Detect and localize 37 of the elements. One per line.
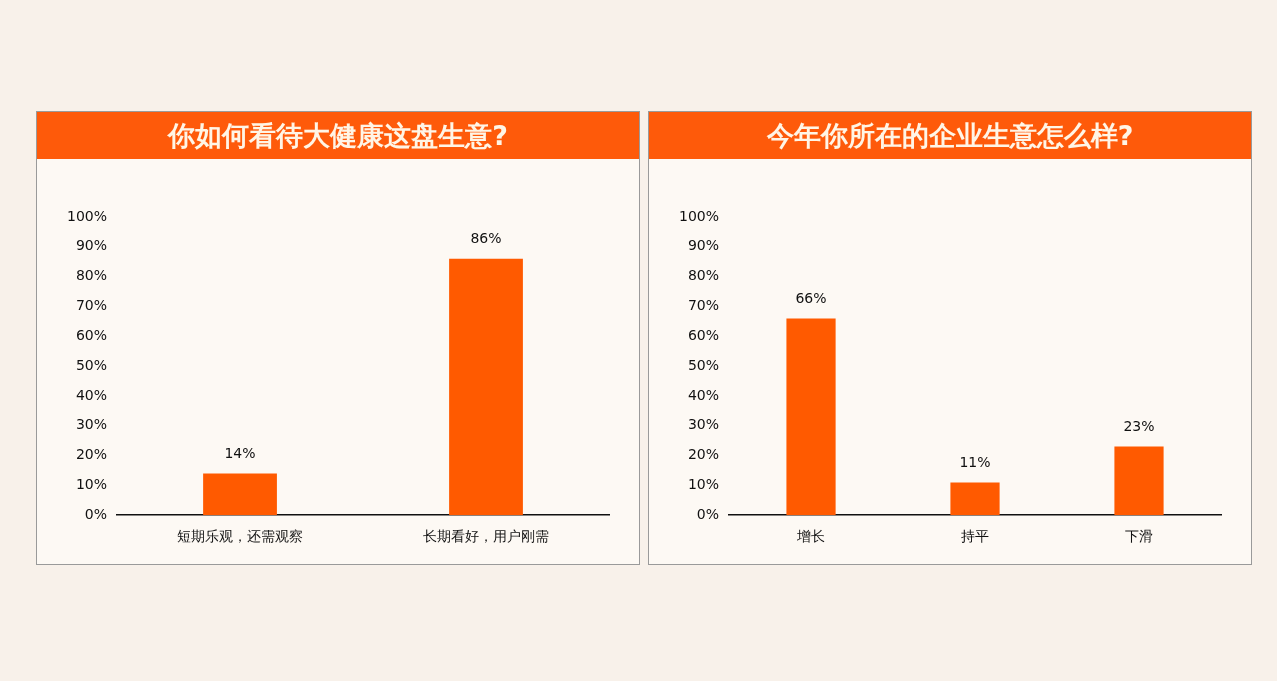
y-tick-label: 10% [75,476,108,493]
data-label: 86% [470,230,502,247]
y-tick-label: 60% [687,326,720,343]
y-tick-label: 30% [75,416,108,433]
y-tick-label: 100% [678,207,720,224]
bar [1114,446,1164,516]
chart-title: 你如何看待大健康这盘生意? [37,112,639,159]
data-label: 11% [959,454,991,471]
y-tick-label: 40% [75,386,108,403]
bar [950,482,1000,516]
y-tick-label: 20% [75,446,108,463]
y-tick-label: 50% [687,356,720,373]
data-label: 23% [1123,418,1155,435]
data-label: 14% [224,445,256,462]
y-tick-label: 100% [66,207,108,224]
bar [786,318,836,516]
x-tick-label: 增长 [796,528,826,545]
y-tick-label: 80% [75,267,108,284]
y-tick-label: 70% [687,297,720,314]
y-tick-label: 60% [75,326,108,343]
y-tick-label: 10% [687,476,720,493]
x-tick-label: 短期乐观，还需观察 [177,528,304,545]
y-tick-label: 0% [696,505,720,522]
chart-title: 今年你所在的企业生意怎么样? [649,112,1251,159]
data-label: 66% [795,290,827,307]
x-tick-label: 长期看好，用户刚需 [423,528,550,545]
y-tick-label: 90% [75,237,108,254]
x-tick-label: 持平 [961,528,990,545]
y-tick-label: 40% [687,386,720,403]
y-tick-label: 20% [687,446,720,463]
x-tick-label: 下滑 [1125,528,1153,545]
y-tick-label: 30% [687,416,720,433]
y-tick-label: 70% [75,297,108,314]
y-tick-label: 90% [687,237,720,254]
y-tick-label: 0% [84,505,108,522]
y-tick-label: 80% [687,267,720,284]
y-tick-label: 50% [75,356,108,373]
